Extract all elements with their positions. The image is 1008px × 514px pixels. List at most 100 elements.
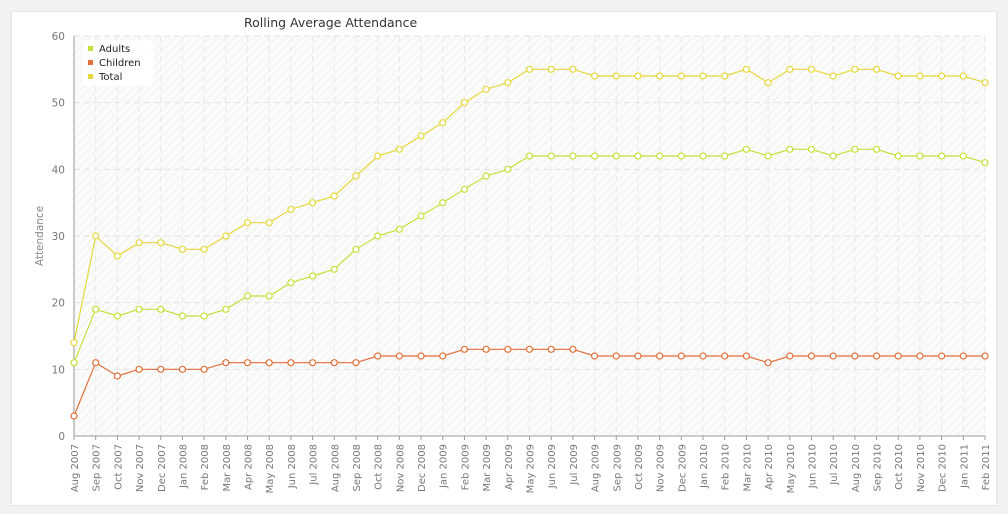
data-point-children: [265, 359, 273, 367]
data-point-adults: [807, 145, 816, 153]
data-point-children: [894, 352, 902, 360]
x-tick-label: Aug 2009: [591, 444, 602, 492]
legend-label-children: Children: [99, 58, 141, 69]
legend-item-children: Children: [88, 57, 141, 70]
data-point-adults: [959, 152, 967, 160]
data-point-adults: [113, 312, 121, 320]
data-point-children: [981, 352, 989, 360]
x-tick-label: Oct 2008: [374, 444, 385, 490]
x-tick-label: Feb 2010: [721, 444, 732, 490]
data-point-adults: [742, 145, 751, 153]
data-point-adults: [916, 152, 924, 160]
x-tick-label: Jul 2010: [829, 444, 840, 486]
data-point-adults: [135, 305, 143, 313]
legend-label-total: Total: [99, 72, 123, 83]
data-point-adults: [265, 292, 273, 300]
data-point-adults: [395, 225, 403, 233]
data-point-adults: [872, 145, 881, 153]
data-point-total: [807, 65, 816, 73]
data-point-children: [959, 352, 967, 360]
data-point-adults: [547, 152, 555, 160]
y-tick-label: 60: [52, 31, 65, 43]
data-point-total: [308, 199, 317, 207]
x-tick-label: Aug 2008: [330, 444, 341, 492]
data-point-children: [872, 352, 881, 360]
data-point-children: [916, 352, 924, 360]
data-point-adults: [222, 305, 230, 313]
data-point-adults: [482, 172, 490, 180]
y-tick-label: 30: [52, 231, 65, 243]
data-point-children: [308, 359, 317, 367]
x-tick-label: Nov 2007: [135, 444, 146, 492]
data-point-children: [699, 352, 707, 360]
x-tick-label: Jul 2009: [569, 444, 580, 486]
legend-swatch-adults: [88, 45, 93, 51]
data-point-adults: [612, 152, 620, 160]
data-point-total: [417, 132, 425, 140]
data-point-total: [482, 85, 490, 93]
x-tick-label: Sep 2008: [352, 444, 363, 491]
x-tick-label: Dec 2009: [677, 444, 688, 492]
data-point-adults: [504, 165, 512, 173]
data-point-children: [460, 345, 469, 353]
x-tick-label: May 2009: [526, 444, 537, 493]
x-tick-label: May 2010: [786, 444, 797, 493]
data-point-adults: [352, 245, 360, 253]
data-point-total: [287, 205, 295, 213]
x-tick-label: Oct 2010: [894, 444, 905, 490]
data-point-total: [634, 72, 642, 80]
x-tick-label: Nov 2008: [395, 444, 406, 492]
data-point-adults: [590, 152, 599, 160]
x-tick-label: Nov 2009: [656, 444, 667, 492]
x-tick-label: Sep 2009: [612, 444, 623, 491]
data-point-children: [157, 365, 165, 373]
data-point-total: [157, 239, 165, 247]
x-tick-label: Aug 2007: [70, 444, 81, 492]
data-point-total: [569, 65, 577, 73]
legend-item-total: Total: [88, 71, 122, 84]
data-point-adults: [894, 152, 902, 160]
data-point-total: [916, 72, 924, 80]
data-point-children: [200, 365, 208, 373]
x-tick-label: Jan 2010: [699, 444, 710, 489]
data-point-total: [764, 79, 772, 87]
data-point-total: [981, 79, 989, 87]
data-point-total: [742, 65, 751, 73]
data-point-total: [222, 232, 230, 240]
data-point-adults: [243, 292, 252, 300]
data-point-total: [439, 119, 447, 127]
y-axis-label: Attendance: [34, 206, 46, 266]
data-point-children: [439, 352, 447, 360]
data-point-children: [677, 352, 685, 360]
x-tick-label: Sep 2010: [873, 444, 884, 491]
data-point-children: [656, 352, 664, 360]
data-point-adults: [525, 152, 534, 160]
x-tick-label: Dec 2010: [938, 444, 949, 492]
x-tick-label: Oct 2007: [113, 444, 124, 490]
legend-item-adults: Adults: [88, 43, 130, 56]
data-point-children: [287, 359, 295, 367]
data-point-total: [829, 72, 837, 80]
data-point-children: [135, 365, 143, 373]
data-point-adults: [200, 312, 208, 320]
data-point-adults: [656, 152, 664, 160]
x-tick-label: Aug 2010: [851, 444, 862, 492]
y-tick-label: 0: [58, 431, 65, 443]
data-point-adults: [829, 152, 837, 160]
data-point-children: [590, 352, 599, 360]
data-point-total: [70, 339, 78, 347]
data-point-adults: [460, 185, 469, 193]
y-tick-label: 10: [52, 364, 65, 376]
legend-label-adults: Adults: [99, 44, 131, 55]
x-tick-label: Feb 2011: [981, 444, 992, 490]
data-point-adults: [677, 152, 685, 160]
data-point-total: [590, 72, 599, 80]
data-point-children: [178, 365, 187, 373]
data-point-children: [113, 372, 121, 380]
x-tick-label: May 2008: [265, 444, 276, 493]
x-tick-label: Apr 2010: [764, 444, 775, 490]
data-point-children: [742, 352, 751, 360]
data-point-children: [352, 359, 360, 367]
data-point-children: [243, 359, 252, 367]
x-tick-label: Dec 2007: [157, 444, 168, 492]
